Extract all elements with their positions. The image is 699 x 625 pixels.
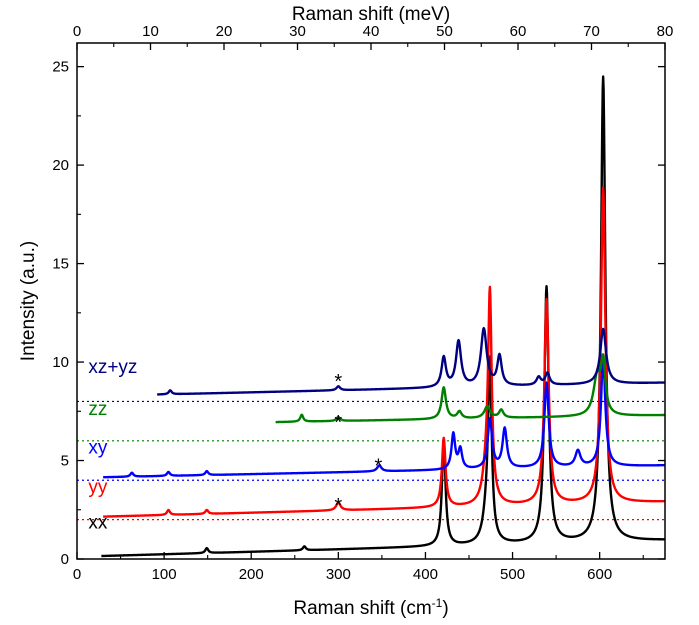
x-tick-label-200: 200 — [239, 566, 264, 583]
x-axis-title-superscript: -1 — [432, 596, 443, 610]
top-x-axis-title: Raman shift (meV) — [292, 4, 450, 25]
series-line-xy — [102, 356, 666, 479]
series-label-yy: yy — [88, 477, 108, 498]
offset-reference-lines — [77, 400, 665, 521]
x-axis-title: Raman shift (cm-1) — [293, 596, 448, 619]
asterisk-annotation-0: * — [334, 495, 342, 517]
x-axis-title-main: Raman shift (cm — [293, 598, 431, 619]
top-x-axis: 0 10 20 30 40 50 60 70 80 — [73, 23, 674, 50]
x2-tick-label-0: 0 — [73, 23, 81, 40]
x-tick-label-300: 300 — [326, 566, 351, 583]
y-tick-label-5: 5 — [61, 453, 69, 470]
asterisk-annotation-1: * — [375, 456, 383, 478]
y-axis: 0 5 10 15 20 25 — [52, 59, 665, 568]
x-axis-title-close: ) — [442, 598, 448, 619]
y-tick-label-10: 10 — [52, 354, 69, 371]
asterisk-annotation-3: * — [334, 371, 342, 393]
series-line-yy — [102, 186, 666, 518]
series-label-xy: xy — [88, 438, 108, 459]
x-tick-label-100: 100 — [152, 566, 177, 583]
x2-tick-label-10: 10 — [142, 23, 159, 40]
x2-tick-label-50: 50 — [436, 23, 453, 40]
x-tick-label-600: 600 — [587, 566, 612, 583]
series-labels-group: xx yy xy zz xz+yz — [88, 357, 137, 534]
x-tick-label-500: 500 — [500, 566, 525, 583]
series-line-xz+yz — [156, 326, 666, 396]
x-tick-label-0: 0 — [73, 566, 81, 583]
series-line-zz — [274, 353, 666, 424]
y-tick-label-20: 20 — [52, 157, 69, 174]
x2-tick-label-60: 60 — [510, 23, 527, 40]
x2-tick-label-40: 40 — [363, 23, 380, 40]
x-tick-label-400: 400 — [413, 566, 438, 583]
series-line-xx — [100, 75, 666, 558]
x2-tick-label-30: 30 — [289, 23, 306, 40]
spectra-group — [100, 75, 666, 558]
asterisk-annotation-2: * — [334, 412, 342, 434]
x2-tick-label-80: 80 — [657, 23, 674, 40]
x2-tick-label-20: 20 — [216, 23, 233, 40]
series-label-xx: xx — [88, 512, 108, 533]
y-axis-title: Intensity (a.u.) — [18, 241, 39, 361]
annotations-group: * * * * — [334, 371, 382, 517]
bottom-x-axis: 0 100 200 300 400 500 600 — [73, 552, 644, 583]
plot-frame — [76, 42, 666, 560]
y-tick-label-25: 25 — [52, 59, 69, 76]
series-label-xz+yz: xz+yz — [88, 357, 137, 378]
series-label-zz: zz — [88, 399, 107, 420]
y-tick-label-0: 0 — [61, 551, 69, 568]
x2-tick-label-70: 70 — [583, 23, 600, 40]
y-tick-label-15: 15 — [52, 256, 69, 273]
